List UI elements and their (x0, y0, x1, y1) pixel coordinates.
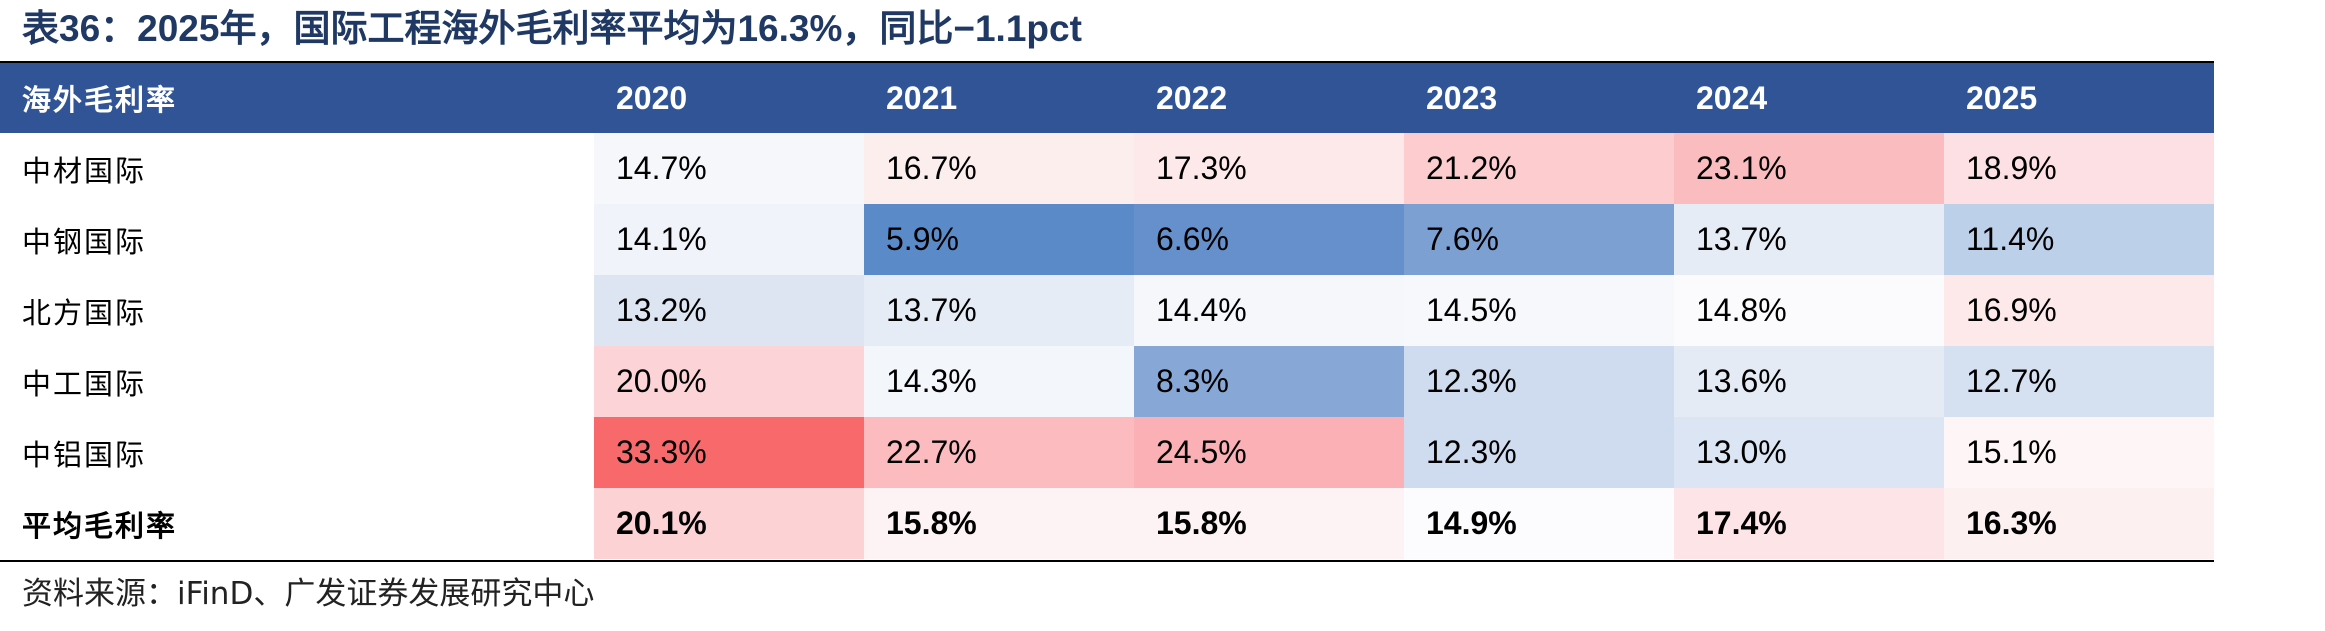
table-row: 中材国际 14.7% 16.7% 17.3% 21.2% 23.1% 18.9% (0, 133, 2214, 204)
table-row: 中钢国际 14.1% 5.9% 6.6% 7.6% 13.7% 11.4% (0, 204, 2214, 275)
table-cell: 20.1% (594, 488, 864, 559)
table-cell: 18.9% (1944, 133, 2214, 204)
table-cell: 17.3% (1134, 133, 1404, 204)
table-body: 中材国际 14.7% 16.7% 17.3% 21.2% 23.1% 18.9% 中钢国际 14… (0, 133, 2214, 559)
table-cell: 14.7% (594, 133, 864, 204)
table-cell: 14.9% (1404, 488, 1674, 559)
table-cell: 12.7% (1944, 346, 2214, 417)
header-year-2024: 2024 (1674, 63, 1944, 133)
table-cell: 33.3% (594, 417, 864, 488)
header-year-2022: 2022 (1134, 63, 1404, 133)
table-cell: 15.8% (864, 488, 1134, 559)
table-cell: 14.1% (594, 204, 864, 275)
table-cell: 14.5% (1404, 275, 1674, 346)
header-year-2023: 2023 (1404, 63, 1674, 133)
table-cell: 14.3% (864, 346, 1134, 417)
table-cell: 13.6% (1674, 346, 1944, 417)
average-row: 平均毛利率 20.1% 15.8% 15.8% 14.9% 17.4% 16.3% (0, 488, 2214, 559)
chart-title: 表36：2025年，国际工程海外毛利率平均为16.3%，同比−1.1pct (22, 8, 1082, 49)
table-cell: 21.2% (1404, 133, 1674, 204)
table-cell: 13.7% (1674, 204, 1944, 275)
table-cell: 7.6% (1404, 204, 1674, 275)
table-cell: 13.7% (864, 275, 1134, 346)
table-cell: 15.1% (1944, 417, 2214, 488)
header-year-2020: 2020 (594, 63, 864, 133)
table-cell: 16.3% (1944, 488, 2214, 559)
table-cell: 17.4% (1674, 488, 1944, 559)
table-cell: 24.5% (1134, 417, 1404, 488)
table-cell: 14.8% (1674, 275, 1944, 346)
table-row: 中工国际 20.0% 14.3% 8.3% 12.3% 13.6% 12.7% (0, 346, 2214, 417)
header-year-2021: 2021 (864, 63, 1134, 133)
row-label: 中工国际 (22, 366, 147, 401)
table-cell: 20.0% (594, 346, 864, 417)
table-cell: 15.8% (1134, 488, 1404, 559)
margin-table: 海外毛利率 2020 2021 2022 2023 2024 2025 中材国际 14.7%… (0, 63, 2214, 559)
table-cell: 12.3% (1404, 417, 1674, 488)
table-row: 中铝国际 33.3% 22.7% 24.5% 12.3% 13.0% 15.1% (0, 417, 2214, 488)
table-cell: 13.0% (1674, 417, 1944, 488)
header-label: 海外毛利率 (0, 63, 594, 133)
table-cell: 16.7% (864, 133, 1134, 204)
table-cell: 16.9% (1944, 275, 2214, 346)
table-row: 北方国际 13.2% 13.7% 14.4% 14.5% 14.8% 16.9% (0, 275, 2214, 346)
table-cell: 11.4% (1944, 204, 2214, 275)
row-label: 中材国际 (22, 153, 147, 188)
source-note: 资料来源：iFinD、广发证券发展研究中心 (22, 576, 595, 612)
table-top-rule (0, 61, 2214, 63)
header-year-2025: 2025 (1944, 63, 2214, 133)
table-cell: 8.3% (1134, 346, 1404, 417)
row-label: 平均毛利率 (22, 508, 178, 543)
table-cell: 12.3% (1404, 346, 1674, 417)
row-label: 北方国际 (22, 295, 147, 330)
row-label: 中钢国际 (22, 224, 147, 259)
row-label: 中铝国际 (22, 437, 147, 472)
table-header-row: 海外毛利率 2020 2021 2022 2023 2024 2025 (0, 63, 2214, 133)
table-bottom-rule (0, 560, 2214, 562)
table-cell: 5.9% (864, 204, 1134, 275)
table-cell: 22.7% (864, 417, 1134, 488)
table-cell: 6.6% (1134, 204, 1404, 275)
table-cell: 14.4% (1134, 275, 1404, 346)
table-cell: 13.2% (594, 275, 864, 346)
table-cell: 23.1% (1674, 133, 1944, 204)
